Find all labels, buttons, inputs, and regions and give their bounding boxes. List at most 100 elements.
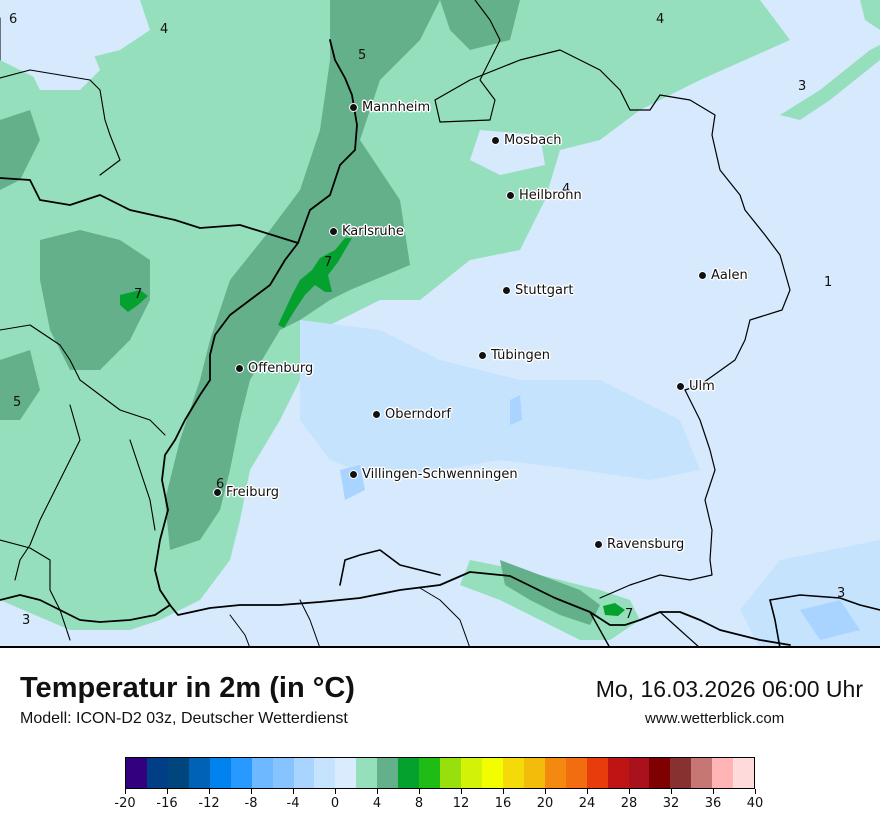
tick-mark — [377, 789, 378, 794]
tick-mark — [209, 789, 210, 794]
tick-mark — [503, 789, 504, 794]
city-marker-icon — [349, 103, 358, 112]
tick-mark — [671, 789, 672, 794]
tick-mark — [419, 789, 420, 794]
city-ulm: Ulm — [676, 379, 715, 394]
colorbar-bin — [670, 758, 692, 788]
tick-mark — [545, 789, 546, 794]
tick-label: 4 — [372, 796, 382, 811]
city-marker-icon — [594, 540, 603, 549]
tick-mark — [335, 789, 336, 794]
temperature-field — [0, 0, 880, 648]
colorbar-bin — [649, 758, 671, 788]
city-marker-icon — [698, 271, 707, 280]
city-ravensburg: Ravensburg — [594, 537, 684, 552]
tick-mark — [587, 789, 588, 794]
colorbar-bin — [691, 758, 713, 788]
city-freiburg: Freiburg — [213, 485, 279, 500]
colorbar-bin — [251, 758, 273, 788]
tick-label: 8 — [414, 796, 424, 811]
city-marker-icon — [213, 488, 222, 497]
colorbar-bin — [356, 758, 378, 788]
colorbar-bin — [188, 758, 210, 788]
value-label: 4 — [562, 182, 571, 197]
tick-label: -20 — [114, 796, 136, 811]
colorbar-ticks: -20 -16 -12 -8 -4 0 4 8 12 16 20 24 28 32 36 40 — [114, 789, 763, 819]
value-label: 3 — [798, 79, 807, 94]
value-label: 3 — [22, 613, 31, 628]
tick-label: 24 — [578, 796, 596, 811]
tick-mark — [293, 789, 294, 794]
city-marker-icon — [676, 382, 685, 391]
colorbar-bin — [377, 758, 399, 788]
city-heilbronn: Heilbronn — [506, 188, 582, 203]
colorbar-bin — [398, 758, 420, 788]
value-label: 5 — [13, 395, 22, 410]
colorbar-bin — [146, 758, 168, 788]
city-aalen: Aalen — [698, 268, 748, 283]
tick-label: -4 — [286, 796, 300, 811]
tick-label: -16 — [156, 796, 178, 811]
city-marker-icon — [506, 191, 515, 200]
tick-label: 0 — [330, 796, 340, 811]
value-label: 7 — [134, 287, 143, 302]
colorbar-bin — [481, 758, 503, 788]
city-mannheim: Mannheim — [349, 100, 430, 115]
city-villingen-schwenningen: Villingen-Schwenningen — [349, 467, 518, 482]
city-marker-icon — [372, 410, 381, 419]
colorbar-bin — [272, 758, 294, 788]
chart-title: Temperatur in 2m (in °C) — [20, 672, 355, 704]
city-marker-icon — [502, 286, 511, 295]
tick-label: 20 — [536, 796, 554, 811]
colorbar-bin — [544, 758, 566, 788]
colorbar-bin — [712, 758, 734, 788]
map-bottom-border — [0, 646, 880, 648]
city-mosbach: Mosbach — [491, 133, 562, 148]
colorbar-bin — [419, 758, 441, 788]
value-label: 3 — [837, 586, 846, 601]
colorbar-bin — [733, 758, 755, 788]
tick-label: 12 — [452, 796, 470, 811]
city-offenburg: Offenburg — [235, 361, 313, 376]
tick-label: 16 — [494, 796, 512, 811]
city-tuebingen: Tübingen — [478, 348, 550, 363]
colorbar-bin — [586, 758, 608, 788]
colorbar-bin — [607, 758, 629, 788]
colorbar-bin — [126, 758, 147, 788]
city-marker-icon — [491, 136, 500, 145]
website-link[interactable]: www.wetterblick.com — [645, 710, 785, 727]
tick-mark — [629, 789, 630, 794]
city-karlsruhe: Karlsruhe — [329, 224, 404, 239]
colorbar-bin — [440, 758, 461, 788]
colorbar-bin — [565, 758, 587, 788]
city-marker-icon — [329, 227, 338, 236]
tick-mark — [713, 789, 714, 794]
value-label: 6 — [216, 477, 225, 492]
temperature-map: 6 4 5 4 3 4 7 7 1 5 6 3 7 3 Mannheim Mos… — [0, 0, 880, 648]
colorbar-bin — [209, 758, 231, 788]
tick-mark — [125, 789, 126, 794]
tick-label: -8 — [244, 796, 258, 811]
value-label: 7 — [324, 255, 333, 270]
tick-mark — [251, 789, 252, 794]
tick-label: 40 — [746, 796, 764, 811]
value-label: 4 — [160, 22, 169, 37]
value-label: 7 — [625, 607, 634, 622]
tick-label: -12 — [198, 796, 220, 811]
city-oberndorf: Oberndorf — [372, 407, 451, 422]
colorbar-bin — [167, 758, 189, 788]
colorbar-legend — [125, 757, 755, 789]
city-marker-icon — [235, 364, 244, 373]
value-label: 1 — [824, 275, 833, 290]
city-stuttgart: Stuttgart — [502, 283, 573, 298]
colorbar-bin — [628, 758, 650, 788]
tick-label: 32 — [662, 796, 680, 811]
colorbar-bin — [230, 758, 252, 788]
model-subtitle: Modell: ICON-D2 03z, Deutscher Wetterdie… — [20, 710, 348, 727]
value-label: 4 — [656, 12, 665, 27]
city-marker-icon — [349, 470, 358, 479]
tick-mark — [461, 789, 462, 794]
value-label: 6 — [9, 12, 18, 27]
value-label: 5 — [358, 48, 367, 63]
tick-label: 36 — [704, 796, 722, 811]
